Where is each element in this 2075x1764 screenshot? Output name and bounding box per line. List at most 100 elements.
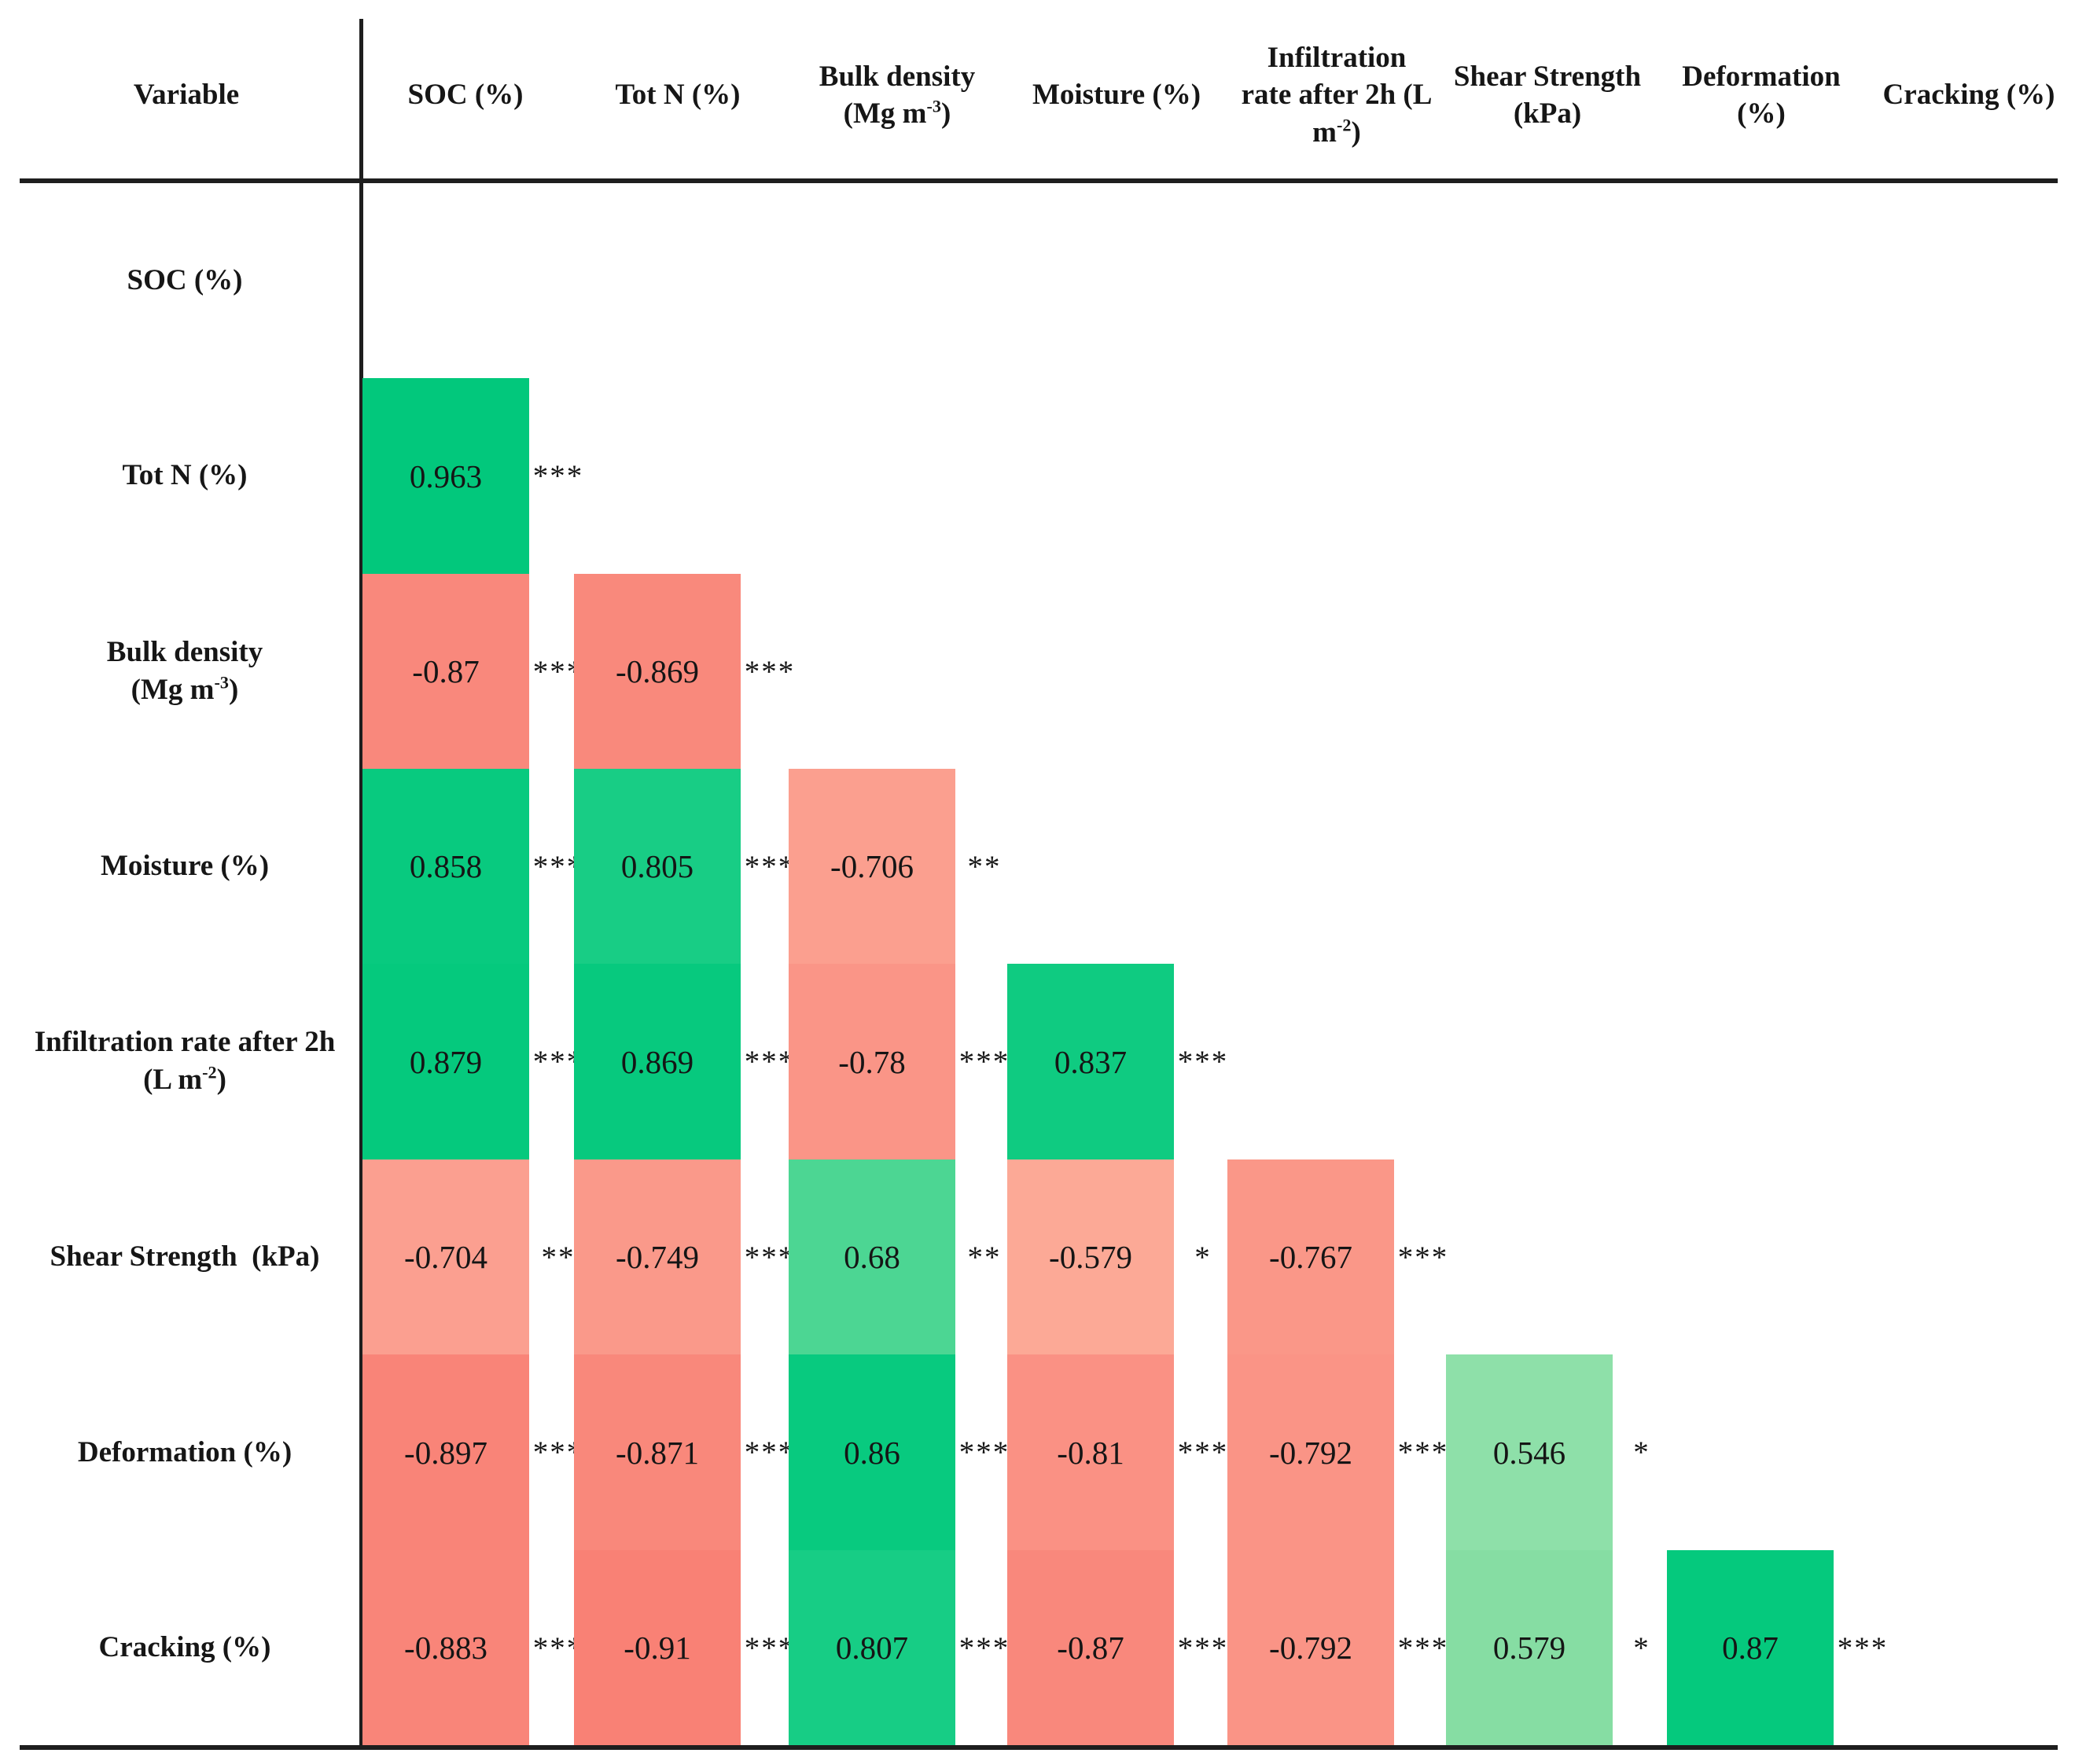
significance-stars: *** xyxy=(1837,1630,1889,1665)
correlation-value: -0.706 xyxy=(830,848,914,884)
variable-header: Variable xyxy=(133,79,240,112)
correlation-cell: -0.883 xyxy=(362,1550,529,1745)
significance-stars: * xyxy=(1633,1435,1650,1469)
correlation-cell: 0.837 xyxy=(1007,964,1174,1159)
correlation-cell: -0.704 xyxy=(362,1159,529,1354)
correlation-value: -0.767 xyxy=(1269,1239,1352,1275)
significance-stars: * xyxy=(1194,1240,1212,1274)
correlation-value: -0.579 xyxy=(1049,1239,1132,1275)
column-header-5: Infiltration rate after 2h (L m-2) xyxy=(1241,41,1433,149)
correlation-value: 0.546 xyxy=(1492,1434,1566,1471)
correlation-cell: -0.792 xyxy=(1227,1354,1394,1550)
significance-stars: *** xyxy=(1177,1045,1229,1079)
correlation-cell: -0.87 xyxy=(362,574,529,769)
column-header-8: Cracking (%) xyxy=(1882,79,2055,112)
significance-stars: ** xyxy=(541,1240,576,1274)
correlation-cell: 0.879 xyxy=(362,964,529,1159)
bottom-border-line xyxy=(20,1745,2058,1750)
correlation-value: -0.871 xyxy=(616,1434,699,1471)
significance-stars: *** xyxy=(532,1435,584,1469)
correlation-cell: -0.91 xyxy=(574,1550,741,1745)
correlation-cell: 0.858 xyxy=(362,769,529,964)
correlation-cell: 0.579 xyxy=(1446,1550,1613,1745)
correlation-cell: -0.706 xyxy=(789,769,955,964)
row-label-1: SOC (%) xyxy=(127,263,243,296)
variable-column-divider-line xyxy=(359,19,363,1750)
correlation-cell: -0.749 xyxy=(574,1159,741,1354)
row-label-4: Moisture (%) xyxy=(100,849,270,882)
correlation-cell: 0.68 xyxy=(789,1159,955,1354)
correlation-value: 0.869 xyxy=(620,1043,694,1080)
column-header-6: Shear Strength (kPa) xyxy=(1453,60,1642,130)
correlation-cell: 0.87 xyxy=(1667,1550,1834,1745)
significance-stars: * xyxy=(1633,1630,1650,1665)
header-divider-line xyxy=(20,178,2058,183)
correlation-value: 0.579 xyxy=(1492,1630,1566,1666)
correlation-value: -0.81 xyxy=(1057,1434,1124,1471)
correlation-value: -0.883 xyxy=(404,1630,487,1666)
significance-stars: *** xyxy=(1397,1435,1449,1469)
column-header-4: Moisture (%) xyxy=(1032,79,1201,112)
significance-stars: ** xyxy=(967,1240,1002,1274)
significance-stars: *** xyxy=(532,1045,584,1079)
correlation-cell: -0.78 xyxy=(789,964,955,1159)
significance-stars: *** xyxy=(1397,1630,1449,1665)
correlation-cell: 0.869 xyxy=(574,964,741,1159)
correlation-cell: 0.963 xyxy=(362,378,529,574)
significance-stars: *** xyxy=(532,459,584,493)
correlation-cell: 0.86 xyxy=(789,1354,955,1550)
correlation-value: -0.87 xyxy=(412,653,480,689)
correlation-value: 0.837 xyxy=(1054,1043,1128,1080)
correlation-value: 0.86 xyxy=(844,1434,900,1471)
significance-stars: *** xyxy=(744,1630,796,1665)
row-label-6: Shear Strength (kPa) xyxy=(50,1240,320,1273)
row-label-5: Infiltration rate after 2h (L m-2) xyxy=(34,1025,336,1096)
significance-stars: *** xyxy=(1177,1630,1229,1665)
correlation-value: -0.897 xyxy=(404,1434,487,1471)
significance-stars: *** xyxy=(532,1630,584,1665)
correlation-value: 0.87 xyxy=(1722,1630,1779,1666)
correlation-value: -0.78 xyxy=(838,1043,906,1080)
correlation-value: -0.704 xyxy=(404,1239,487,1275)
correlation-value: -0.869 xyxy=(616,653,699,689)
significance-stars: *** xyxy=(1397,1240,1449,1274)
significance-stars: *** xyxy=(958,1630,1010,1665)
correlation-cell: 0.805 xyxy=(574,769,741,964)
row-label-2: Tot N (%) xyxy=(122,458,248,491)
correlation-value: 0.963 xyxy=(409,458,483,494)
column-header-3: Bulk density (Mg m-3) xyxy=(819,60,976,130)
column-header-1: SOC (%) xyxy=(407,79,524,112)
correlation-value: -0.749 xyxy=(616,1239,699,1275)
correlation-value: -0.792 xyxy=(1269,1434,1352,1471)
correlation-value: 0.68 xyxy=(844,1239,900,1275)
significance-stars: *** xyxy=(744,849,796,884)
correlation-cell: -0.579 xyxy=(1007,1159,1174,1354)
correlation-value: 0.805 xyxy=(620,848,694,884)
significance-stars: *** xyxy=(958,1045,1010,1079)
correlation-cell: 0.546 xyxy=(1446,1354,1613,1550)
correlation-value: 0.807 xyxy=(835,1630,909,1666)
correlation-value: 0.858 xyxy=(409,848,483,884)
correlation-cell: -0.871 xyxy=(574,1354,741,1550)
column-header-7: Deformation (%) xyxy=(1682,60,1841,130)
significance-stars: ** xyxy=(967,849,1002,884)
significance-stars: *** xyxy=(532,654,584,689)
correlation-cell: -0.767 xyxy=(1227,1159,1394,1354)
correlation-value: -0.91 xyxy=(624,1630,691,1666)
correlation-cell: -0.897 xyxy=(362,1354,529,1550)
significance-stars: *** xyxy=(744,1045,796,1079)
significance-stars: *** xyxy=(958,1435,1010,1469)
row-label-8: Cracking (%) xyxy=(98,1630,271,1663)
correlation-value: 0.879 xyxy=(409,1043,483,1080)
row-label-3: Bulk density (Mg m-3) xyxy=(106,635,263,706)
significance-stars: *** xyxy=(744,654,796,689)
significance-stars: *** xyxy=(532,849,584,884)
correlation-cell: -0.81 xyxy=(1007,1354,1174,1550)
correlation-cell: 0.807 xyxy=(789,1550,955,1745)
significance-stars: *** xyxy=(1177,1435,1229,1469)
correlation-cell: -0.869 xyxy=(574,574,741,769)
correlation-cell: -0.792 xyxy=(1227,1550,1394,1745)
correlation-value: -0.792 xyxy=(1269,1630,1352,1666)
column-header-2: Tot N (%) xyxy=(615,79,741,112)
